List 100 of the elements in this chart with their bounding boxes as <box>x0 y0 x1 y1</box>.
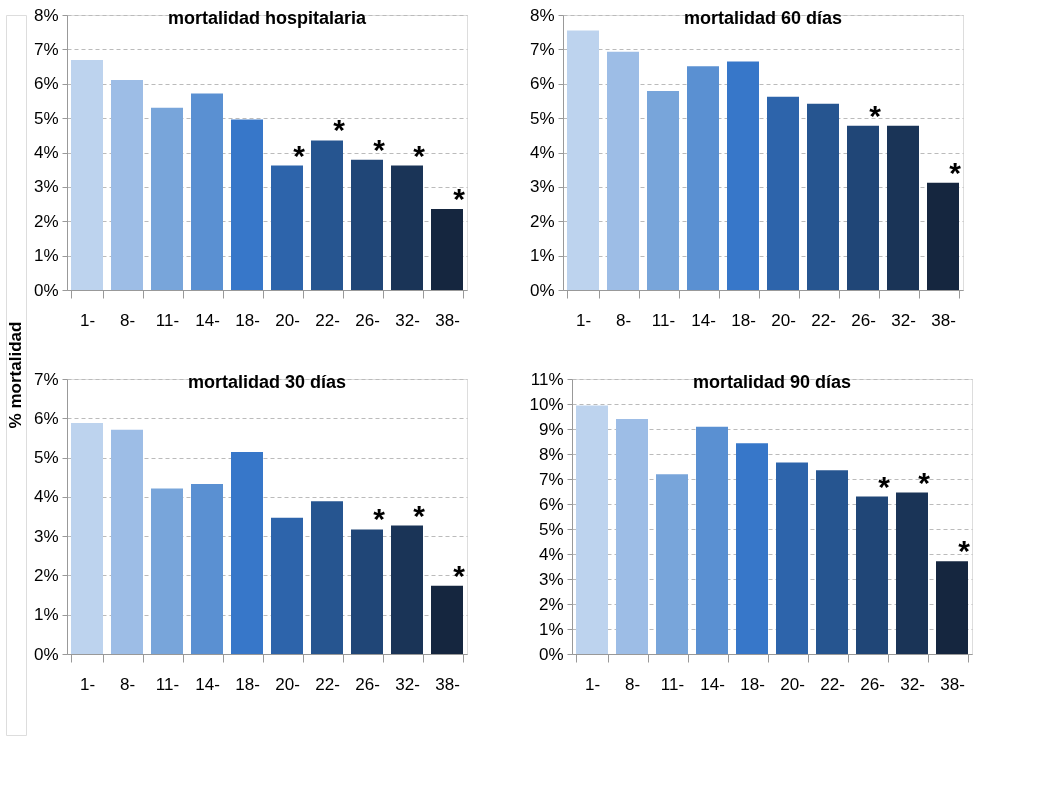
bar <box>351 529 383 654</box>
y-tick-label: 1% <box>33 246 59 266</box>
bar <box>431 585 463 654</box>
y-tick-label: 8% <box>33 5 59 25</box>
annotation: * <box>918 465 931 499</box>
annotation: * <box>373 132 386 166</box>
bar <box>231 452 263 654</box>
x-tick-label: 26- <box>355 310 380 330</box>
annotation: * <box>869 98 882 132</box>
bar <box>111 79 143 290</box>
x-tick-label: 14- <box>691 310 716 330</box>
bar <box>727 61 759 290</box>
bar <box>807 103 839 290</box>
chart-title: mortalidad 90 días <box>692 372 852 392</box>
x-tick-label: 32- <box>395 674 420 694</box>
x-tick-label: 26- <box>355 674 380 694</box>
x-tick-label: 11- <box>155 310 180 330</box>
annotation: * <box>878 469 891 503</box>
x-tick-label: 14- <box>700 674 725 694</box>
x-tick-label: 26- <box>851 310 876 330</box>
annotation: * <box>958 534 971 568</box>
bar <box>191 93 223 290</box>
y-tick-label: 3% <box>529 177 555 197</box>
y-tick-label: 6% <box>33 74 59 94</box>
y-tick-label: 3% <box>33 526 59 546</box>
x-tick-label: 1- <box>79 310 96 330</box>
chart-title: mortalidad 30 días <box>187 372 347 392</box>
bar <box>856 496 888 654</box>
annotation: * <box>949 155 962 189</box>
x-tick-label: 11- <box>651 310 676 330</box>
y-tick-label: 0% <box>33 644 59 664</box>
x-tick-label: 8- <box>119 674 136 694</box>
bar <box>616 419 648 654</box>
y-tick-label: 6% <box>529 74 555 94</box>
x-tick-label: 22- <box>315 310 340 330</box>
bar <box>927 182 959 290</box>
y-tick-label: 1% <box>538 619 564 639</box>
y-tick-label: 0% <box>33 280 59 300</box>
bar <box>431 208 463 290</box>
bar <box>896 492 928 654</box>
y-tick-label: 8% <box>538 444 564 464</box>
bar <box>231 119 263 290</box>
bar <box>736 443 768 654</box>
bar <box>111 429 143 654</box>
y-tick-label: 5% <box>529 108 555 128</box>
bar <box>647 90 679 290</box>
annotation: * <box>373 502 386 536</box>
bar <box>607 51 639 290</box>
x-tick-label: 20- <box>275 674 300 694</box>
y-tick-label: 2% <box>33 211 59 231</box>
x-tick-label: 26- <box>860 674 885 694</box>
y-tick-label: 3% <box>538 569 564 589</box>
y-tick-label: 3% <box>33 177 59 197</box>
y-tick-label: 7% <box>529 39 555 59</box>
y-tick-label: 0% <box>529 280 555 300</box>
x-tick-label: 1- <box>79 674 96 694</box>
annotation: * <box>333 113 346 147</box>
x-tick-label: 18- <box>740 674 765 694</box>
x-tick-label: 38- <box>435 310 460 330</box>
y-tick-label: 4% <box>33 143 59 162</box>
y-tick-label: 7% <box>33 369 59 389</box>
y-tick-label: 11% <box>530 369 564 389</box>
bar <box>151 107 183 290</box>
x-tick-label: 1- <box>575 310 592 330</box>
x-tick-label: 8- <box>624 674 641 694</box>
bar <box>656 474 688 654</box>
y-tick-label: 6% <box>538 494 564 514</box>
x-tick-label: 18- <box>235 674 260 694</box>
x-tick-label: 38- <box>940 674 965 694</box>
annotation: * <box>453 181 466 215</box>
y-tick-label: 5% <box>538 519 564 539</box>
chart-title: mortalidad hospitalaria <box>167 8 368 28</box>
y-tick-label: 5% <box>33 108 59 128</box>
annotation: * <box>453 558 466 592</box>
x-tick-label: 1- <box>584 674 601 694</box>
x-tick-label: 14- <box>195 674 220 694</box>
bar <box>847 125 879 290</box>
y-tick-label: 2% <box>33 565 59 585</box>
bar <box>391 165 423 290</box>
y-tick-label: 2% <box>538 594 564 614</box>
y-tick-label: 8% <box>529 5 555 25</box>
bar <box>271 165 303 290</box>
x-tick-label: 20- <box>275 310 300 330</box>
x-tick-label: 38- <box>931 310 956 330</box>
x-tick-label: 20- <box>780 674 805 694</box>
x-tick-label: 8- <box>615 310 632 330</box>
x-tick-label: 32- <box>900 674 925 694</box>
x-tick-label: 32- <box>891 310 916 330</box>
bar <box>687 66 719 290</box>
x-tick-label: 22- <box>820 674 845 694</box>
annotation: * <box>413 498 426 532</box>
bar <box>887 125 919 290</box>
x-tick-label: 20- <box>771 310 796 330</box>
bar <box>567 30 599 290</box>
bar <box>351 159 383 290</box>
x-tick-label: 18- <box>731 310 756 330</box>
x-tick-label: 18- <box>235 310 260 330</box>
y-axis-title: % mortalidad <box>6 321 25 429</box>
y-tick-label: 2% <box>529 211 555 231</box>
bar <box>311 501 343 654</box>
